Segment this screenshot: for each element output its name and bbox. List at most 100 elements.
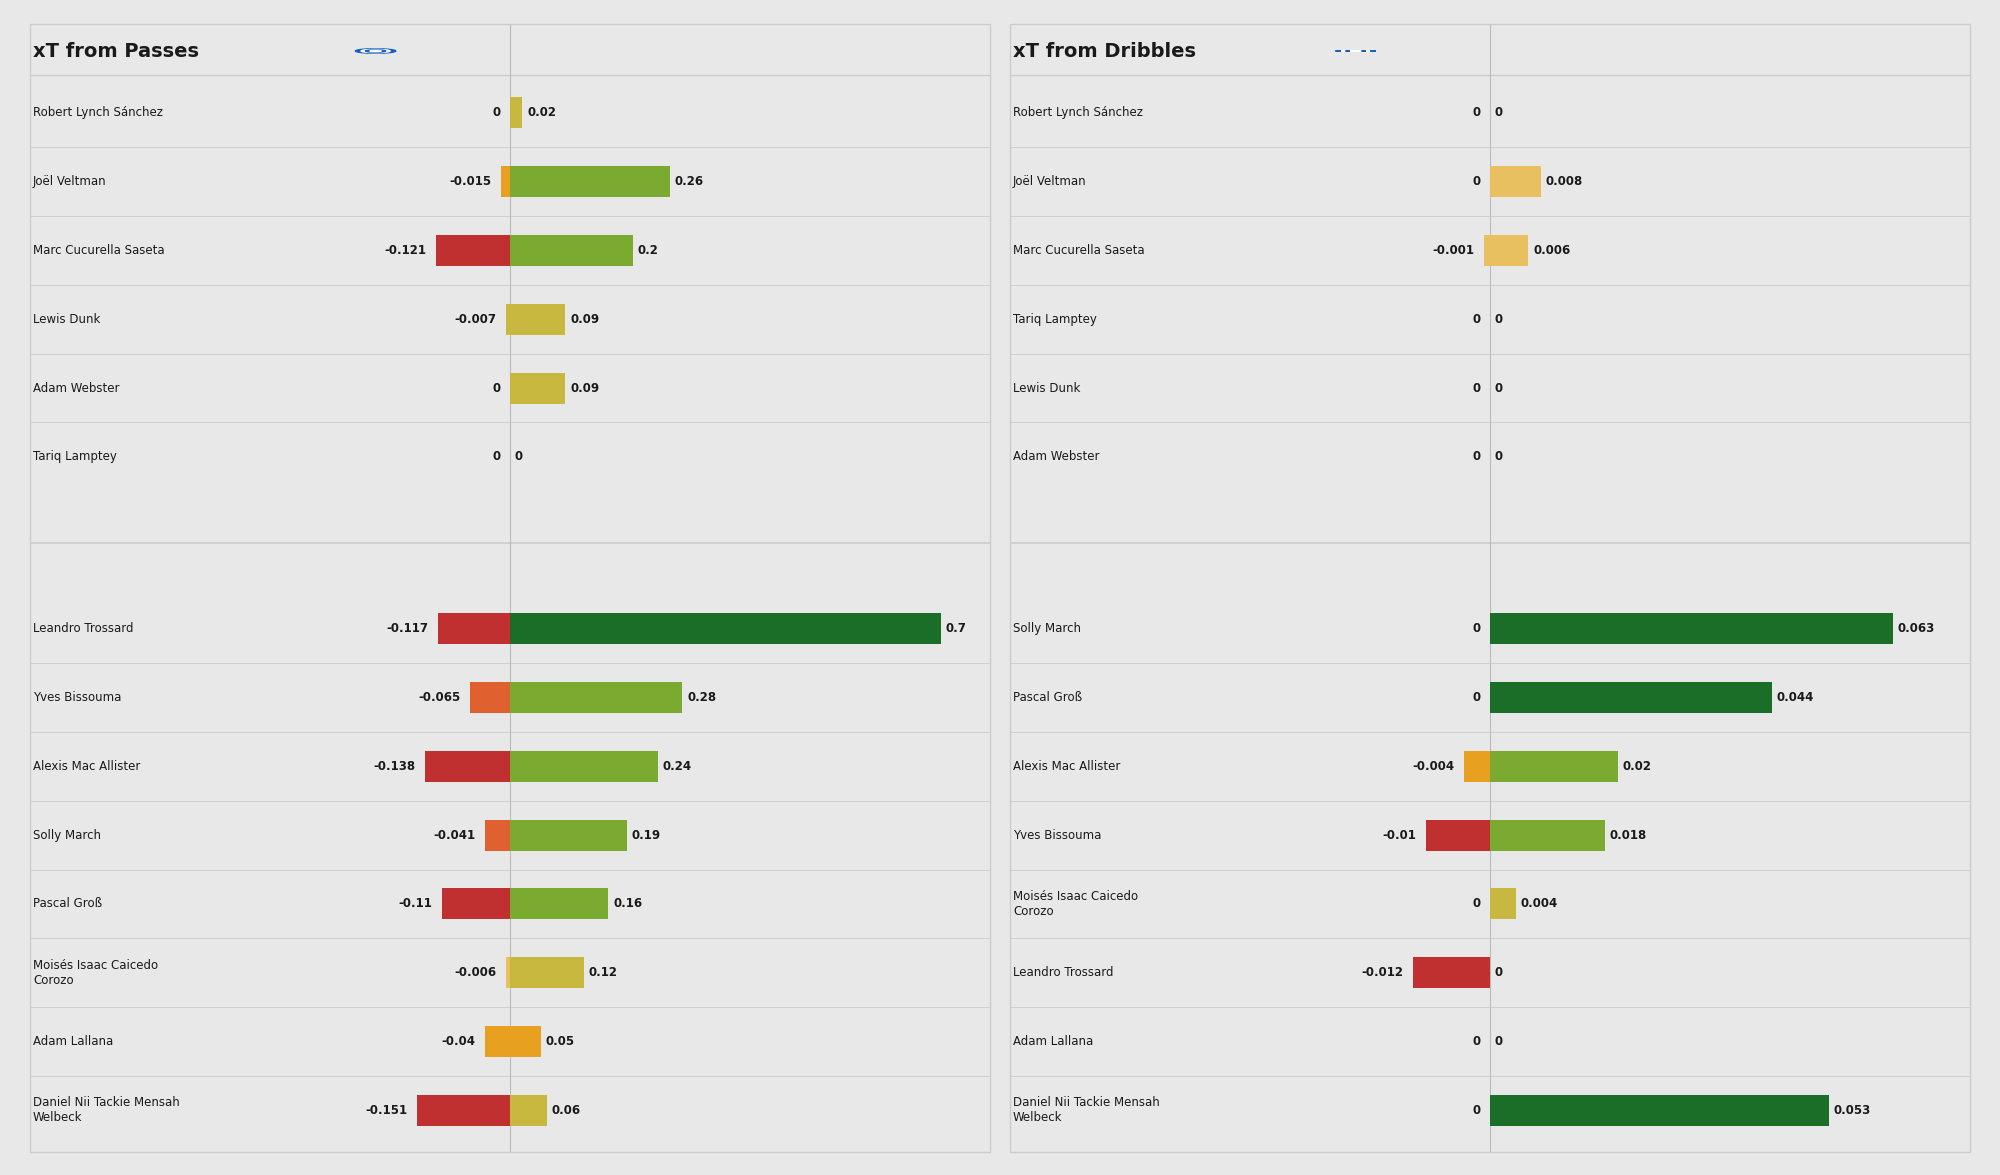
Circle shape <box>370 51 382 52</box>
Bar <box>510 888 608 919</box>
Text: Moisés Isaac Caicedo
Corozo: Moisés Isaac Caicedo Corozo <box>32 959 158 987</box>
Bar <box>418 1095 510 1126</box>
Text: -0.004: -0.004 <box>1412 760 1454 773</box>
Bar <box>510 1095 546 1126</box>
Text: 0.006: 0.006 <box>1534 244 1570 257</box>
Text: Robert Lynch Sánchez: Robert Lynch Sánchez <box>1012 107 1142 120</box>
Text: Leandro Trossard: Leandro Trossard <box>1012 966 1114 979</box>
Text: 0.2: 0.2 <box>638 244 658 257</box>
Text: -0.041: -0.041 <box>434 828 476 841</box>
Text: -0.006: -0.006 <box>454 966 496 979</box>
Text: 0: 0 <box>1494 382 1502 395</box>
Bar <box>510 958 584 988</box>
Text: 0: 0 <box>1472 1103 1480 1116</box>
Bar <box>506 304 510 335</box>
Text: Adam Webster: Adam Webster <box>1012 450 1100 463</box>
Bar <box>1490 1095 1830 1126</box>
Text: Yves Bissouma: Yves Bissouma <box>32 691 122 704</box>
Text: -0.121: -0.121 <box>384 244 426 257</box>
Bar <box>510 1026 540 1058</box>
Text: 0: 0 <box>1472 382 1480 395</box>
Text: 0.12: 0.12 <box>588 966 618 979</box>
Text: 0: 0 <box>1472 450 1480 463</box>
Text: 0: 0 <box>1472 1035 1480 1048</box>
Text: -0.01: -0.01 <box>1382 828 1416 841</box>
Text: 0: 0 <box>1494 313 1502 325</box>
Text: 0.24: 0.24 <box>662 760 692 773</box>
Text: -0.138: -0.138 <box>374 760 416 773</box>
Bar <box>1490 166 1542 197</box>
Text: Yves Bissouma: Yves Bissouma <box>1012 828 1102 841</box>
Text: 0: 0 <box>1472 898 1480 911</box>
Bar <box>470 682 510 713</box>
Text: -0.007: -0.007 <box>454 313 496 325</box>
Text: -0.001: -0.001 <box>1432 244 1474 257</box>
Text: Adam Webster: Adam Webster <box>32 382 120 395</box>
Text: 0: 0 <box>492 107 500 120</box>
Text: 0.02: 0.02 <box>1622 760 1652 773</box>
Bar <box>510 820 626 851</box>
Text: Marc Cucurella Saseta: Marc Cucurella Saseta <box>32 244 164 257</box>
Text: 0: 0 <box>492 382 500 395</box>
Bar <box>1484 235 1490 266</box>
Bar <box>510 98 522 128</box>
Text: Lewis Dunk: Lewis Dunk <box>32 313 100 325</box>
Bar <box>510 166 670 197</box>
Text: 0.09: 0.09 <box>570 382 600 395</box>
Bar <box>510 682 682 713</box>
Bar <box>1490 751 1618 781</box>
Text: xT from Dribbles: xT from Dribbles <box>1012 41 1196 60</box>
Bar <box>1490 888 1516 919</box>
Text: Alexis Mac Allister: Alexis Mac Allister <box>1012 760 1120 773</box>
Bar <box>442 888 510 919</box>
Text: Lewis Dunk: Lewis Dunk <box>1012 382 1080 395</box>
Text: 0.28: 0.28 <box>688 691 716 704</box>
Bar <box>1464 751 1490 781</box>
Text: Solly March: Solly March <box>32 828 100 841</box>
Text: 0: 0 <box>492 450 500 463</box>
Text: 0: 0 <box>514 450 522 463</box>
Bar <box>486 1026 510 1058</box>
Text: 0.16: 0.16 <box>614 898 642 911</box>
Text: 0.053: 0.053 <box>1834 1103 1872 1116</box>
Bar <box>438 613 510 644</box>
Text: 0.018: 0.018 <box>1610 828 1648 841</box>
Text: Daniel Nii Tackie Mensah
Welbeck: Daniel Nii Tackie Mensah Welbeck <box>1012 1096 1160 1124</box>
Text: 0: 0 <box>1472 107 1480 120</box>
Text: -0.012: -0.012 <box>1362 966 1404 979</box>
Text: Daniel Nii Tackie Mensah
Welbeck: Daniel Nii Tackie Mensah Welbeck <box>32 1096 180 1124</box>
Text: Pascal Groß: Pascal Groß <box>1012 691 1082 704</box>
Text: 0: 0 <box>1494 966 1502 979</box>
Bar <box>506 958 510 988</box>
Text: 0: 0 <box>1494 450 1502 463</box>
Bar <box>484 820 510 851</box>
Text: -0.117: -0.117 <box>386 623 428 636</box>
Circle shape <box>366 49 386 52</box>
Circle shape <box>356 48 396 53</box>
Text: Moisés Isaac Caicedo
Corozo: Moisés Isaac Caicedo Corozo <box>1012 889 1138 918</box>
Text: Joël Veltman: Joël Veltman <box>1012 175 1086 188</box>
Text: 0.09: 0.09 <box>570 313 600 325</box>
Text: 0: 0 <box>1472 623 1480 636</box>
Text: 0.19: 0.19 <box>632 828 660 841</box>
Bar <box>1490 613 1894 644</box>
Text: xT from Passes: xT from Passes <box>32 41 198 60</box>
Text: -0.11: -0.11 <box>398 898 432 911</box>
Text: 0: 0 <box>1494 107 1502 120</box>
Text: Tariq Lamptey: Tariq Lamptey <box>1012 313 1096 325</box>
Bar <box>1490 820 1606 851</box>
Bar <box>510 372 566 403</box>
Text: -0.065: -0.065 <box>418 691 460 704</box>
Text: 0.004: 0.004 <box>1520 898 1558 911</box>
Bar <box>1490 235 1528 266</box>
Bar <box>510 751 658 781</box>
Bar <box>1490 682 1772 713</box>
Text: Robert Lynch Sánchez: Robert Lynch Sánchez <box>32 107 162 120</box>
Bar <box>1426 820 1490 851</box>
Bar <box>510 613 940 644</box>
Text: 0.063: 0.063 <box>1898 623 1936 636</box>
Text: 0.05: 0.05 <box>546 1035 574 1048</box>
Text: 0.06: 0.06 <box>552 1103 580 1116</box>
Bar <box>1414 958 1490 988</box>
Text: 0: 0 <box>1494 1035 1502 1048</box>
